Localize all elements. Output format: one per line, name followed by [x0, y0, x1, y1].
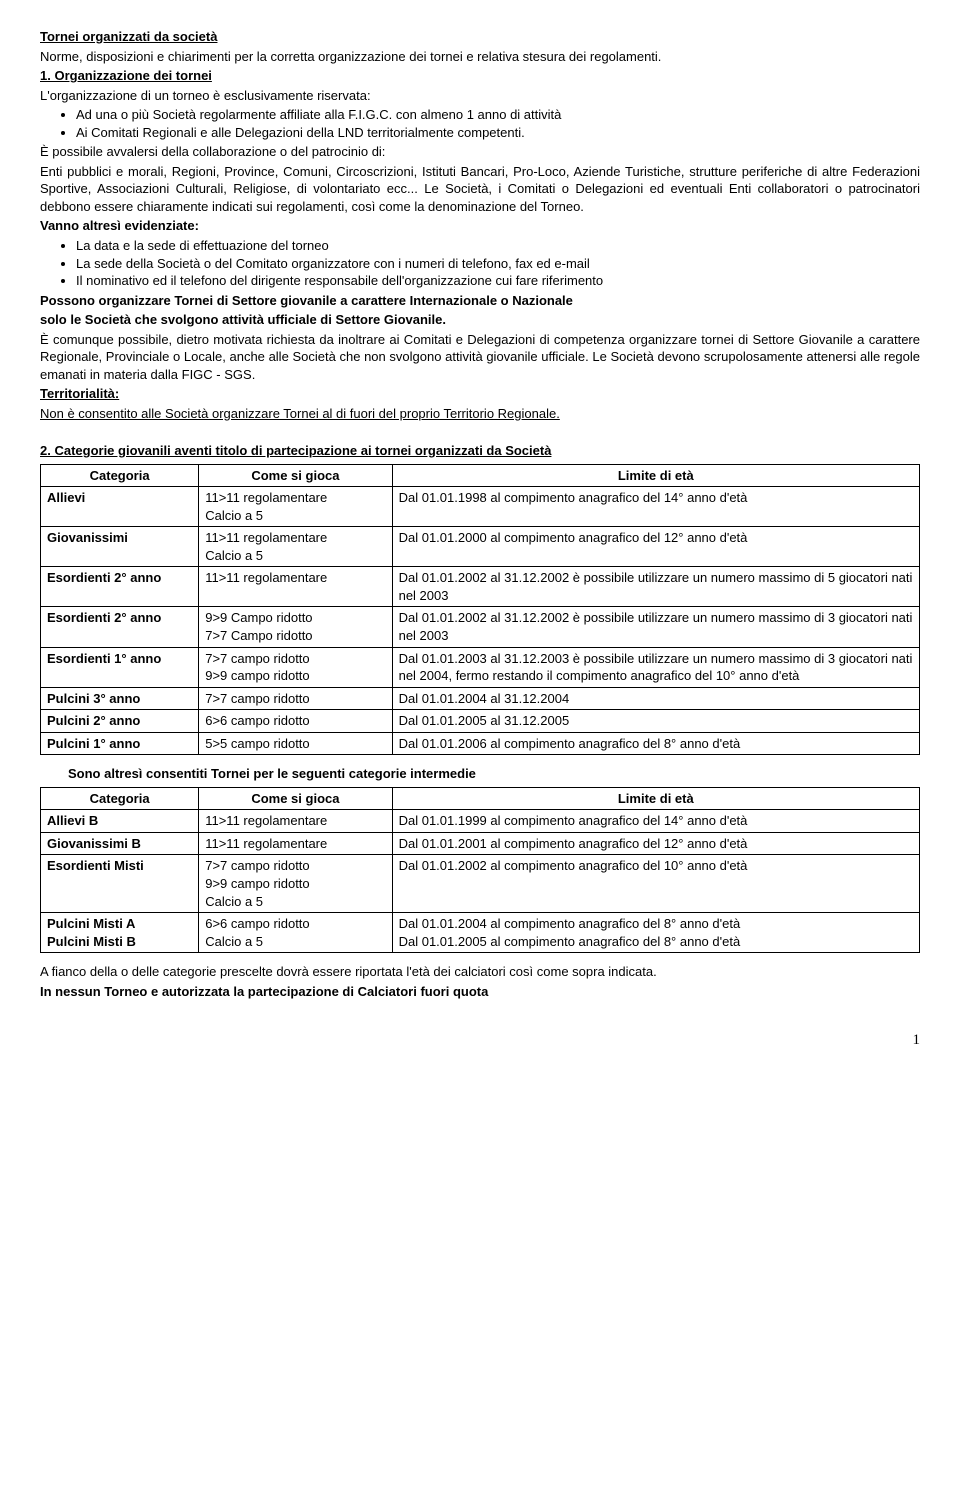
sec1-possono-1: Possono organizzare Tornei di Settore gi…	[40, 292, 920, 310]
list-item: La sede della Società o del Comitato org…	[76, 255, 920, 273]
list-item: Il nominativo ed il telefono del dirigen…	[76, 272, 920, 290]
table-row: Giovanissimi B11>11 regolamentareDal 01.…	[41, 832, 920, 855]
page-number: 1	[40, 1030, 920, 1050]
table-cell: 6>6 campo ridottoCalcio a 5	[199, 913, 392, 953]
table-cell: Dal 01.01.1999 al compimento anagrafico …	[392, 810, 919, 833]
table-cell: Giovanissimi	[41, 527, 199, 567]
table-cell: 7>7 campo ridotto9>9 campo ridottoCalcio…	[199, 855, 392, 913]
table-cell: 11>11 regolamentare	[199, 810, 392, 833]
table-row: Pulcini 1° anno5>5 campo ridottoDal 01.0…	[41, 732, 920, 755]
table-row: Esordienti Misti7>7 campo ridotto9>9 cam…	[41, 855, 920, 913]
list-item: La data e la sede di effettuazione del t…	[76, 237, 920, 255]
list-item: Ad una o più Società regolarmente affili…	[76, 106, 920, 124]
table-cell: 11>11 regolamentare	[199, 832, 392, 855]
table-cell: Dal 01.01.2002 al 31.12.2002 è possibile…	[392, 567, 919, 607]
table-cell: Dal 01.01.2004 al 31.12.2004	[392, 687, 919, 710]
table-cell: Pulcini 2° anno	[41, 710, 199, 733]
sec1-bullets-a: Ad una o più Società regolarmente affili…	[40, 106, 920, 141]
sec1-collab-lead: È possibile avvalersi della collaborazio…	[40, 143, 920, 161]
sec1-territorialita-text: Non è consentito alle Società organizzar…	[40, 405, 920, 423]
table-cell: 9>9 Campo ridotto7>7 Campo ridotto	[199, 607, 392, 647]
table-row: Pulcini 2° anno6>6 campo ridottoDal 01.0…	[41, 710, 920, 733]
table-row: Pulcini Misti APulcini Misti B6>6 campo …	[41, 913, 920, 953]
sec1-bullets-b: La data e la sede di effettuazione del t…	[40, 237, 920, 290]
th-categoria: Categoria	[41, 787, 199, 810]
table-cell: Dal 01.01.2001 al compimento anagrafico …	[392, 832, 919, 855]
table-cell: Dal 01.01.2003 al 31.12.2003 è possibile…	[392, 647, 919, 687]
table-cell: Dal 01.01.2004 al compimento anagrafico …	[392, 913, 919, 953]
table-cell: 11>11 regolamentare	[199, 567, 392, 607]
table-row: Esordienti 2° anno11>11 regolamentareDal…	[41, 567, 920, 607]
sec1-evidenziate-label: Vanno altresì evidenziate:	[40, 217, 920, 235]
table-row: Allievi B11>11 regolamentareDal 01.01.19…	[41, 810, 920, 833]
doc-subtitle: Norme, disposizioni e chiarimenti per la…	[40, 48, 920, 66]
table-cell: 7>7 campo ridotto	[199, 687, 392, 710]
table-cell: Dal 01.01.2005 al 31.12.2005	[392, 710, 919, 733]
sec1-heading: 1. Organizzazione dei tornei	[40, 67, 920, 85]
sec2-heading: 2. Categorie giovanili aventi titolo di …	[40, 442, 920, 460]
table-row: Pulcini 3° anno7>7 campo ridottoDal 01.0…	[41, 687, 920, 710]
table-cell: Dal 01.01.2006 al compimento anagrafico …	[392, 732, 919, 755]
table-cell: 11>11 regolamentareCalcio a 5	[199, 487, 392, 527]
th-come: Come si gioca	[199, 787, 392, 810]
table-cell: Allievi B	[41, 810, 199, 833]
table-cell: Dal 01.01.2000 al compimento anagrafico …	[392, 527, 919, 567]
table-cell: Pulcini 1° anno	[41, 732, 199, 755]
table-categories-intermediate: Categoria Come si gioca Limite di età Al…	[40, 787, 920, 953]
table-row: Allievi11>11 regolamentareCalcio a 5Dal …	[41, 487, 920, 527]
table-cell: Esordienti Misti	[41, 855, 199, 913]
table-cell: Esordienti 2° anno	[41, 567, 199, 607]
table-cell: Esordienti 1° anno	[41, 647, 199, 687]
table-row: Esordienti 1° anno7>7 campo ridotto9>9 c…	[41, 647, 920, 687]
table-cell: 5>5 campo ridotto	[199, 732, 392, 755]
footer-p1: A fianco della o delle categorie prescel…	[40, 963, 920, 981]
list-item: Ai Comitati Regionali e alle Delegazioni…	[76, 124, 920, 142]
sec1-territorialita-label: Territorialità:	[40, 385, 920, 403]
table-cell: Esordienti 2° anno	[41, 607, 199, 647]
table-cell: Dal 01.01.2002 al 31.12.2002 è possibile…	[392, 607, 919, 647]
doc-title: Tornei organizzati da società	[40, 28, 920, 46]
table-cell: Pulcini 3° anno	[41, 687, 199, 710]
table-cell: Allievi	[41, 487, 199, 527]
sec1-intro: L'organizzazione di un torneo è esclusiv…	[40, 87, 920, 105]
table-row: Giovanissimi11>11 regolamentareCalcio a …	[41, 527, 920, 567]
table-cell: Giovanissimi B	[41, 832, 199, 855]
table-cell: Dal 01.01.2002 al compimento anagrafico …	[392, 855, 919, 913]
table-categories-main: Categoria Come si gioca Limite di età Al…	[40, 464, 920, 756]
th-limite: Limite di età	[392, 787, 919, 810]
table-cell: Pulcini Misti APulcini Misti B	[41, 913, 199, 953]
sec1-collab-body: Enti pubblici e morali, Regioni, Provinc…	[40, 163, 920, 216]
table-cell: 7>7 campo ridotto9>9 campo ridotto	[199, 647, 392, 687]
sec1-comunque: È comunque possibile, dietro motivata ri…	[40, 331, 920, 384]
th-categoria: Categoria	[41, 464, 199, 487]
table-row: Esordienti 2° anno9>9 Campo ridotto7>7 C…	[41, 607, 920, 647]
th-come: Come si gioca	[199, 464, 392, 487]
intermediate-label: Sono altresì consentiti Tornei per le se…	[68, 765, 920, 783]
table-cell: Dal 01.01.1998 al compimento anagrafico …	[392, 487, 919, 527]
table-cell: 11>11 regolamentareCalcio a 5	[199, 527, 392, 567]
table-cell: 6>6 campo ridotto	[199, 710, 392, 733]
footer-p2: In nessun Torneo e autorizzata la partec…	[40, 983, 920, 1001]
th-limite: Limite di età	[392, 464, 919, 487]
sec1-possono-2: solo le Società che svolgono attività uf…	[40, 311, 920, 329]
